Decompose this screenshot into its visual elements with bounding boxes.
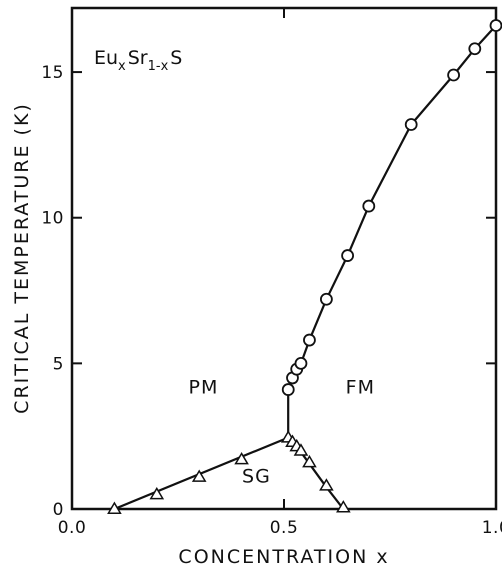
formula-label: Eux Sr1-x S bbox=[94, 47, 182, 74]
data-point-triangle bbox=[191, 469, 207, 482]
data-point-circle bbox=[362, 199, 376, 213]
region-label-pm: PM bbox=[189, 377, 219, 399]
data-point-circle bbox=[303, 333, 316, 347]
x-tick-label: 0.5 bbox=[270, 518, 299, 538]
data-point-circle bbox=[294, 356, 308, 370]
data-point-triangle bbox=[107, 501, 122, 514]
y-axis-title: CRITICAL TEMPERATURE (K) bbox=[11, 102, 33, 414]
data-point-triangle bbox=[149, 486, 165, 500]
data-point-triangle bbox=[319, 478, 334, 491]
x-tick-label: 0.0 bbox=[58, 518, 87, 538]
x-tick-label: 1.0 bbox=[482, 518, 502, 538]
data-point-circle bbox=[341, 249, 355, 262]
region-label-fm: FM bbox=[346, 377, 375, 399]
data-point-triangle bbox=[293, 443, 309, 456]
data-point-circle bbox=[447, 68, 461, 82]
markers-layer bbox=[107, 19, 502, 514]
phase-boundary-curve-2 bbox=[287, 24, 497, 438]
plot-frame bbox=[70, 6, 498, 511]
data-point-circle bbox=[404, 118, 418, 131]
y-tick-label: 15 bbox=[41, 63, 64, 83]
curves-layer bbox=[113, 24, 497, 511]
y-tick-label: 10 bbox=[41, 209, 64, 229]
ticks-layer: 0.0 0.5 1.0 0 5 10 15 bbox=[41, 8, 502, 538]
data-point-triangle bbox=[302, 454, 317, 468]
data-point-circle bbox=[281, 383, 295, 396]
region-label-sg: SG bbox=[242, 466, 271, 488]
y-tick-label: 0 bbox=[53, 500, 64, 520]
data-point-circle bbox=[319, 292, 333, 306]
y-tick-label: 5 bbox=[53, 354, 64, 374]
data-point-triangle bbox=[234, 452, 249, 465]
data-point-circle bbox=[489, 19, 502, 32]
data-point-triangle bbox=[336, 500, 351, 513]
data-point-circle bbox=[468, 42, 482, 56]
x-axis-title: CONCENTRATION x bbox=[178, 546, 389, 568]
